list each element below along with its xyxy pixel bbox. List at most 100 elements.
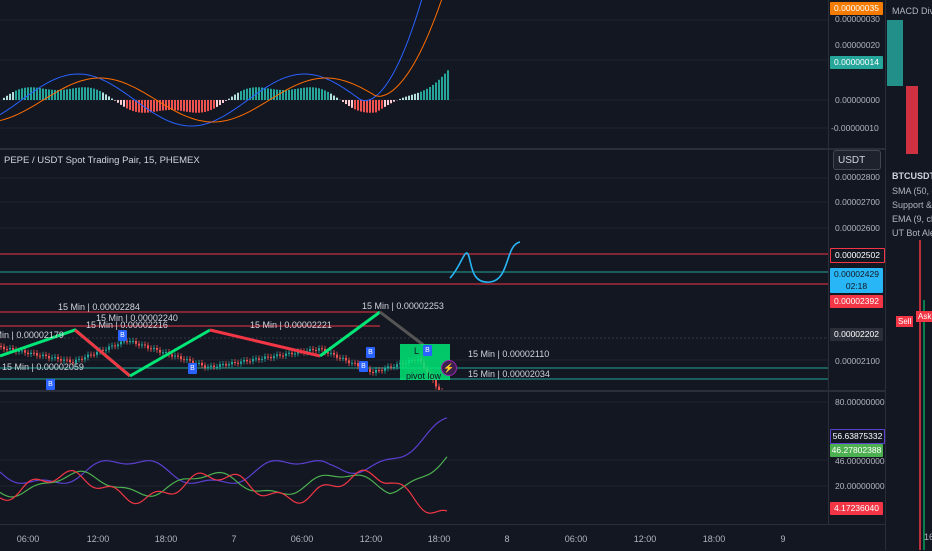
candle-body — [378, 370, 380, 371]
candle-body — [60, 359, 62, 361]
time-tick: 12:00 — [360, 534, 383, 544]
candle-body — [150, 348, 152, 349]
candle-body — [114, 345, 116, 346]
macd-bar — [123, 100, 125, 107]
macd-bar — [126, 100, 128, 108]
buy-marker[interactable]: B — [46, 379, 55, 390]
candle-body — [174, 356, 176, 357]
macd-bar — [357, 100, 359, 111]
macd-bar — [291, 89, 293, 100]
candle-body — [144, 344, 146, 345]
indicator-label: UT Bot Ale — [892, 228, 932, 238]
level-label: 15 Min | 0.00002110 — [468, 349, 549, 359]
buy-marker[interactable]: B — [118, 330, 127, 341]
macd-bar — [351, 100, 353, 108]
macd-bar — [366, 100, 368, 113]
macd-bar — [141, 100, 143, 113]
candle-body — [153, 348, 155, 349]
macd-bar — [180, 100, 182, 111]
macd-bar — [258, 87, 260, 100]
candle-body — [42, 355, 44, 356]
buy-marker[interactable]: B — [366, 347, 375, 358]
macd-bar — [435, 82, 437, 100]
main-price-axis[interactable]: 0.00002800 0.00002700 0.00002600 0.00002… — [828, 150, 886, 390]
macd-bar — [441, 77, 443, 100]
candle-body — [267, 357, 269, 358]
time-tick: 06:00 — [565, 534, 588, 544]
candle-body — [291, 353, 293, 354]
macd-bar — [411, 95, 413, 100]
macd-bar — [207, 100, 209, 111]
macd-svg — [0, 0, 828, 148]
buy-marker[interactable]: B — [188, 363, 197, 374]
candle-body — [36, 353, 38, 356]
candle-body — [201, 363, 203, 365]
candle-body — [345, 358, 347, 361]
candle-body — [0, 346, 2, 347]
macd-bar — [321, 89, 323, 100]
indicator-label: SMA (50, c — [892, 186, 932, 196]
macd-bar — [84, 87, 86, 100]
secondary-chart-panel[interactable]: MACD Dive BTCUSDT, 1 SMA (50, c Support … — [885, 0, 932, 550]
macd-bar — [147, 100, 149, 113]
candle-body — [294, 354, 296, 355]
macd-bar — [360, 100, 362, 112]
macd-bar — [3, 98, 5, 100]
macd-bar — [132, 100, 134, 111]
macd-bar — [240, 91, 242, 100]
macd-price-axis[interactable]: 0.00000035 0.00000030 0.00000020 0.00000… — [828, 0, 886, 148]
candle-body — [81, 359, 83, 360]
candle-body — [66, 360, 68, 361]
buy-marker[interactable]: B — [359, 361, 368, 372]
candle-body — [108, 347, 110, 350]
currency-button[interactable]: USDT — [833, 150, 881, 170]
candle-body — [159, 350, 161, 353]
macd-bar — [369, 100, 371, 113]
candle-body — [207, 367, 209, 368]
oscillator-axis[interactable]: 80.00000000 56.63875332 46.27802388 46.0… — [828, 392, 886, 524]
macd-bar — [420, 92, 422, 100]
macd-pane[interactable] — [0, 0, 828, 148]
macd-bar — [192, 100, 194, 113]
candle-body — [228, 364, 230, 365]
candle-body — [3, 347, 5, 350]
candle-body — [132, 341, 134, 342]
axis-tick: 0.00002800 — [835, 172, 880, 182]
candle-body — [384, 368, 386, 370]
level-label: 15 Min | 0.00002253 — [362, 301, 444, 311]
macd-bar — [177, 100, 179, 110]
macd-bar — [294, 89, 296, 100]
macd-bar — [78, 88, 80, 100]
sell-badge[interactable]: Sell — [896, 316, 913, 327]
time-tick: 18:00 — [428, 534, 451, 544]
macd-bar — [387, 100, 389, 105]
macd-bar — [402, 98, 404, 100]
macd-bar — [405, 97, 407, 100]
ask-badge[interactable]: Ask — [916, 311, 932, 322]
alert-bolt-icon[interactable]: ⚡ — [441, 360, 457, 376]
macd-bar — [438, 80, 440, 100]
macd-bar — [114, 100, 116, 101]
zigzag-up — [130, 330, 210, 376]
candle-body — [342, 358, 344, 359]
macd-bar — [90, 88, 92, 100]
main-price-pane[interactable]: 15 Min | 0.00002284 15 Min | 0.00002240 … — [0, 150, 828, 390]
macd-bar — [183, 100, 185, 111]
candle-body — [387, 366, 389, 368]
time-axis[interactable]: 06:00 12:00 18:00 7 06:00 12:00 18:00 8 … — [0, 524, 885, 551]
macd-bar — [108, 96, 110, 100]
macd-bar — [315, 88, 317, 100]
buy-marker[interactable]: B — [423, 345, 432, 356]
macd-bar — [219, 100, 221, 105]
time-tick: 7 — [231, 534, 236, 544]
macd-bar — [252, 87, 254, 100]
axis-tick: 80.00000000 — [835, 397, 885, 407]
candle-body — [330, 353, 332, 354]
candle-body — [348, 360, 350, 363]
candle-body — [243, 360, 245, 362]
macd-bar — [12, 92, 14, 100]
candle-body — [21, 350, 23, 351]
candle-body — [282, 356, 284, 357]
oscillator-pane[interactable] — [0, 392, 828, 524]
macd-bar — [222, 100, 224, 103]
